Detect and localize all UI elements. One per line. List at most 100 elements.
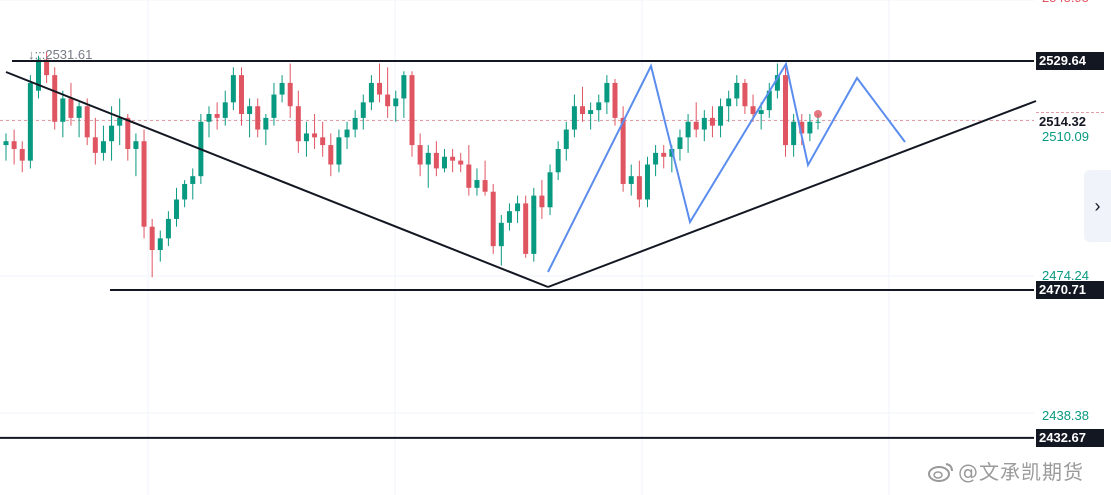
candle-body xyxy=(799,121,805,134)
axis-tick-label: 2438.38 xyxy=(1042,407,1089,423)
candle-body xyxy=(133,141,139,149)
candle-body xyxy=(474,180,480,188)
candle-body xyxy=(596,102,602,111)
candle-body xyxy=(92,137,98,153)
candle-body xyxy=(433,152,439,169)
candle-body xyxy=(555,148,561,173)
scroll-right-button[interactable]: › xyxy=(1084,170,1111,242)
candle-body xyxy=(141,141,147,227)
weibo-logo-icon xyxy=(928,463,953,482)
candle-body xyxy=(174,199,180,219)
candle-body xyxy=(620,117,626,184)
candle-body xyxy=(815,121,821,123)
candle-body xyxy=(344,129,350,138)
candle-body xyxy=(685,121,691,138)
candle-body xyxy=(523,203,529,254)
candle-body xyxy=(644,164,650,200)
candle-body xyxy=(693,121,699,130)
candle-body xyxy=(279,82,285,95)
candle-body xyxy=(458,160,464,165)
candle-body xyxy=(750,106,756,115)
chevron-right-icon: › xyxy=(1094,195,1101,216)
level-price-tag: 2470.71 xyxy=(1036,281,1104,299)
axis-tick-label: 2510.09 xyxy=(1042,128,1089,144)
candle-body xyxy=(677,137,683,149)
candle-body xyxy=(726,98,732,107)
current-price-tag: 2514.32 xyxy=(1036,111,1104,130)
candle-body xyxy=(52,75,58,122)
candle-body xyxy=(263,117,269,130)
live-price-dot xyxy=(814,110,822,119)
candle-body xyxy=(385,94,391,107)
candle-body xyxy=(490,191,496,247)
candle-body xyxy=(783,75,789,146)
candle-body xyxy=(3,141,9,146)
candle-body xyxy=(498,222,504,247)
candle-body xyxy=(238,75,244,115)
candle-body xyxy=(409,75,415,146)
high-price-label: ↓:::2531.61 xyxy=(28,47,93,62)
candle-body xyxy=(774,75,780,91)
candle-body xyxy=(661,152,667,157)
candle-body xyxy=(718,106,724,126)
candle-body xyxy=(466,164,472,188)
candle-body xyxy=(11,141,17,149)
candle-body xyxy=(580,106,586,115)
candle-body xyxy=(328,145,334,165)
candle-body xyxy=(531,195,537,254)
candle-body xyxy=(336,137,342,165)
candle-body xyxy=(653,152,659,165)
candle-body xyxy=(368,82,374,103)
axis-tick-label: 2545.95 xyxy=(1042,0,1105,6)
candle-body xyxy=(547,172,553,208)
projection-path xyxy=(547,61,906,273)
candle-body xyxy=(393,98,399,107)
candle-body xyxy=(425,152,431,165)
candle-body xyxy=(165,218,171,239)
candle-body xyxy=(35,59,41,91)
candle-body xyxy=(222,102,228,118)
candle-body xyxy=(117,117,123,126)
level-price-tag: 2432.67 xyxy=(1036,428,1104,447)
candle-body xyxy=(182,183,188,200)
candle-body xyxy=(68,98,74,118)
candle-body xyxy=(766,90,772,111)
candle-body xyxy=(539,195,545,208)
candle-body xyxy=(303,133,309,142)
candle-body xyxy=(807,121,813,134)
candle-body xyxy=(377,82,383,95)
candle-body xyxy=(230,75,236,103)
candle-body xyxy=(506,211,512,223)
watermark: @文承凯期货 xyxy=(928,456,1084,485)
axis-tick-label: 2474.24 xyxy=(1042,268,1089,284)
candle-body xyxy=(320,137,326,146)
candle-body xyxy=(742,82,748,107)
candle-body xyxy=(604,82,610,103)
candle-body xyxy=(190,176,196,184)
candle-body xyxy=(247,106,253,115)
candle-body xyxy=(612,82,618,118)
candle-body xyxy=(701,117,707,130)
candle-body xyxy=(125,117,131,149)
candle-body xyxy=(60,98,66,122)
candle-body xyxy=(791,121,797,146)
ascending-trend-line xyxy=(547,100,1037,288)
candle-body xyxy=(295,106,301,142)
candle-body xyxy=(417,145,423,165)
candle-body xyxy=(157,238,163,251)
candle-body xyxy=(287,82,293,107)
candle-body xyxy=(100,141,106,153)
candle-body xyxy=(636,176,642,200)
candle-body xyxy=(709,117,715,126)
descending-trend-line xyxy=(5,71,549,288)
candle-body xyxy=(27,82,33,161)
candle-body xyxy=(44,59,50,76)
candle-body xyxy=(255,106,261,130)
candle-body xyxy=(571,106,577,130)
candle-body xyxy=(109,125,115,142)
candle-body xyxy=(214,114,220,118)
candle-body xyxy=(312,133,318,138)
candle-body xyxy=(758,110,764,115)
candle-body xyxy=(515,203,521,212)
